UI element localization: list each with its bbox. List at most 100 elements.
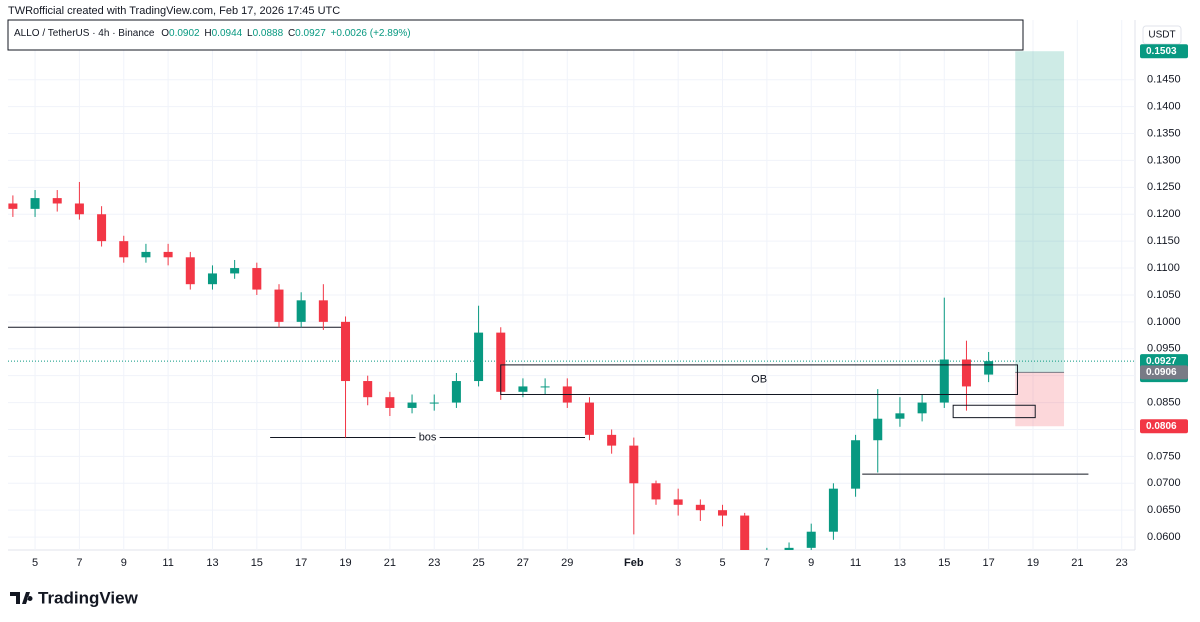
candle-body: [651, 483, 661, 500]
x-tick-label: 11: [850, 557, 861, 569]
candle-body: [496, 332, 506, 392]
candle-body: [363, 381, 373, 398]
y-tick-label: 0.1350: [1147, 127, 1181, 139]
l-label: L: [247, 28, 253, 39]
price-tag: [1140, 44, 1188, 59]
x-tick-label: 15: [938, 557, 950, 569]
candle-body: [230, 268, 240, 274]
y-tick-label: 0.0750: [1147, 450, 1181, 462]
x-tick-label: Feb: [624, 557, 644, 569]
x-tick-label: 3: [675, 557, 681, 569]
x-tick-label: 7: [76, 557, 82, 569]
currency: USDT: [1148, 30, 1175, 41]
y-tick-label: 0.1450: [1147, 74, 1181, 86]
level-label: bos: [419, 431, 437, 443]
candle-body: [828, 488, 838, 532]
candle-body: [74, 203, 84, 215]
zone-label: OB: [751, 374, 767, 386]
y-tick-label: 0.1100: [1147, 262, 1180, 274]
price-tag-label: 0.0806: [1146, 421, 1177, 432]
candle-body: [718, 510, 728, 516]
candle-body: [695, 504, 705, 511]
x-tick-label: 21: [1071, 557, 1083, 569]
candle-body: [673, 499, 683, 505]
x-tick-label: 19: [1027, 557, 1039, 569]
x-tick-label: 5: [719, 557, 725, 569]
y-tick-label: 0.1400: [1147, 101, 1181, 113]
candle-body: [851, 440, 861, 489]
candle-body: [185, 257, 195, 285]
candle-body: [917, 402, 927, 414]
x-tick-label: 7: [764, 557, 770, 569]
price-tag: [1140, 365, 1188, 380]
y-tick-label: 0.0850: [1147, 396, 1181, 408]
y-tick-label: 0.0950: [1147, 343, 1181, 355]
price-tag-label: 0.1503: [1146, 46, 1177, 57]
chart-title: TWRofficial created with TradingView.com…: [8, 5, 340, 17]
candle-body: [806, 531, 816, 548]
x-tick-label: 13: [894, 557, 906, 569]
o-label: O: [161, 28, 169, 39]
x-tick-label: 11: [162, 557, 173, 569]
y-tick-label: 0.0650: [1147, 504, 1181, 516]
x-tick-label: 13: [206, 557, 218, 569]
candle-body: [407, 402, 417, 408]
price-tag-label: 0.0927: [1146, 356, 1177, 367]
candle-body: [474, 332, 484, 382]
x-tick-label: 17: [983, 557, 995, 569]
zone-box: [500, 364, 1018, 395]
candle-body: [52, 198, 62, 204]
candle-body: [429, 402, 439, 404]
candle-body: [141, 251, 151, 258]
plot-area: bos OB: [8, 20, 1135, 550]
symbol: ALLO / TetherUS · 4h · Binance: [14, 28, 155, 39]
y-tick-label: 0.1050: [1147, 289, 1181, 301]
brand: TradingView: [38, 588, 139, 607]
candle-body: [274, 289, 284, 322]
candle-body: [318, 300, 328, 322]
y-tick-label: 0.0700: [1147, 477, 1181, 489]
l-value: 0.0888: [253, 28, 284, 39]
x-tick-label: 23: [1116, 557, 1128, 569]
candle-body: [518, 386, 528, 392]
candle-body: [895, 413, 905, 419]
candle-body: [207, 273, 217, 285]
zone-box: [952, 404, 1036, 419]
label-bg: [415, 430, 440, 445]
candle-body: [119, 241, 129, 258]
x-tick-label: 9: [121, 557, 127, 569]
price-tag-label: 0.0906: [1146, 367, 1177, 378]
candle-body: [629, 445, 639, 484]
y-tick-label: 0.1150: [1147, 235, 1180, 247]
candle-body: [451, 381, 461, 403]
candle-body: [341, 321, 351, 382]
currency-box: [1142, 25, 1182, 45]
candle-body: [740, 515, 750, 550]
candle-body: [873, 418, 883, 441]
x-tick-label: 29: [561, 557, 573, 569]
c-label: C: [288, 28, 295, 39]
legend-box: [7, 19, 1024, 51]
price-tag: [1140, 419, 1188, 434]
x-tick-label: 25: [472, 557, 484, 569]
candle-body: [584, 402, 594, 435]
x-tick-label: 17: [295, 557, 307, 569]
y-tick-label: 0.1300: [1147, 154, 1181, 166]
c-value: 0.0927: [295, 28, 326, 39]
brand-logo: TradingView: [10, 588, 139, 607]
candle-body: [984, 361, 994, 375]
y-tick-label: 0.0600: [1147, 531, 1181, 543]
x-tick-label: 27: [517, 557, 529, 569]
x-tick-label: 23: [428, 557, 440, 569]
x-tick-label: 9: [808, 557, 814, 569]
x-tick-label: 15: [251, 557, 263, 569]
o-value: 0.0902: [169, 28, 200, 39]
h-value: 0.0944: [212, 28, 243, 39]
candle-body: [939, 359, 949, 403]
stop-zone: [1015, 372, 1065, 427]
y-tick-label: 0.1200: [1147, 208, 1181, 220]
candle-body: [163, 251, 173, 258]
y-tick-label: 0.1250: [1147, 181, 1181, 193]
